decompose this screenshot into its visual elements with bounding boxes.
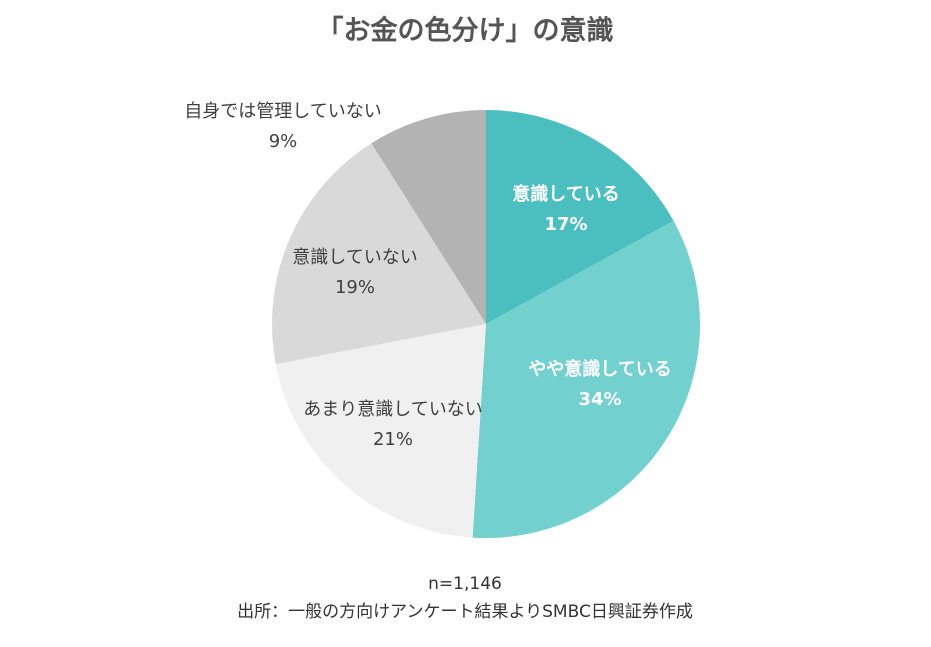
pie-slice — [272, 143, 486, 365]
slice-label: 意識している — [512, 183, 619, 205]
slice-label: 意識していない — [292, 247, 417, 268]
sample-size: n=1,146 — [428, 574, 502, 594]
pie-slice — [472, 220, 700, 538]
pie-slice — [371, 110, 486, 324]
slice-label: あまり意識していない — [303, 399, 482, 420]
value-label: 21% — [373, 429, 413, 450]
pie-slice — [275, 324, 486, 538]
chart-title: 「お金の色分け」の意識 — [317, 15, 614, 47]
value-label: 34% — [578, 389, 621, 410]
slice-label: やや意識している — [528, 358, 671, 380]
source-note: 出所：一般の方向けアンケート結果よりSMBC日興証券作成 — [237, 602, 693, 622]
pie-slice — [486, 110, 674, 324]
value-label: 9% — [269, 131, 298, 152]
pie — [272, 110, 700, 538]
value-label: 19% — [335, 277, 375, 298]
value-label: 17% — [544, 214, 587, 235]
slice-label: 自身では管理していない — [184, 101, 381, 122]
